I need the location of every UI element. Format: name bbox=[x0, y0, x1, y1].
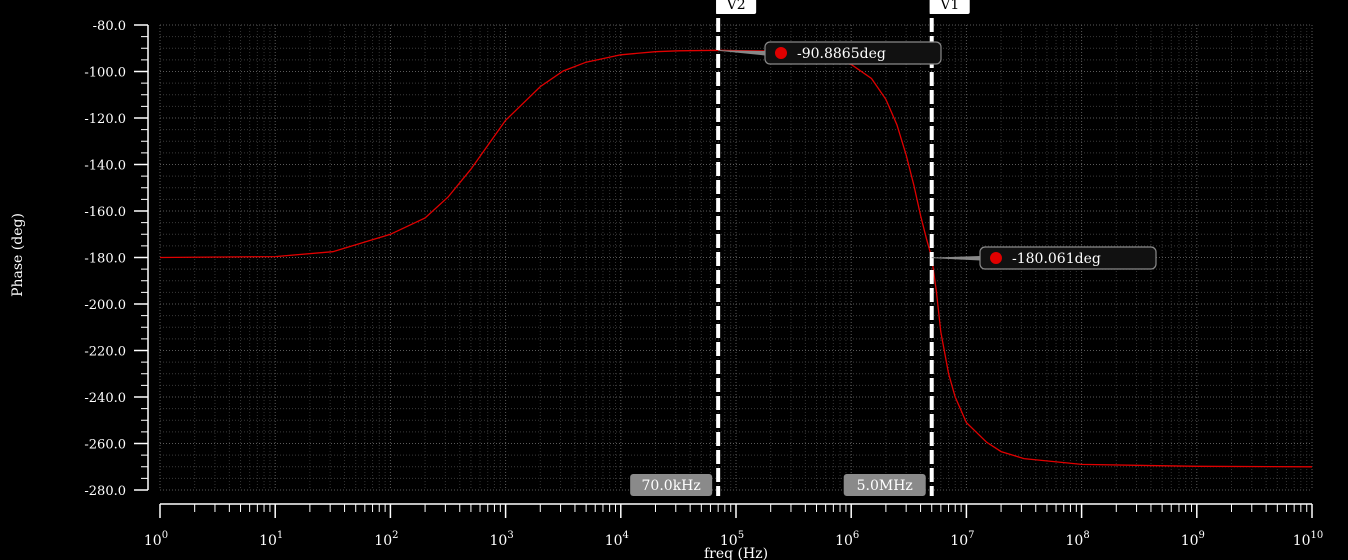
y-tick-label: -100.0 bbox=[84, 66, 126, 81]
y-tick-label: -140.0 bbox=[84, 159, 126, 174]
x-tick-label: 102 bbox=[374, 530, 398, 549]
cursor-value-box-v2 bbox=[630, 474, 713, 496]
cursor-tag-v1[interactable] bbox=[929, 0, 970, 14]
x-tick-label: 107 bbox=[950, 530, 974, 549]
cursor-value-v2: 70.0kHz bbox=[642, 478, 701, 494]
marker-label-box[interactable] bbox=[764, 41, 942, 65]
y-tick-label: -260.0 bbox=[84, 438, 126, 453]
x-tick-label: 105 bbox=[720, 530, 744, 549]
cursor-tag-v2[interactable] bbox=[716, 0, 757, 14]
x-tick-label: 109 bbox=[1181, 530, 1205, 549]
y-tick-label: -160.0 bbox=[84, 205, 126, 220]
x-tick-label: 100 bbox=[144, 530, 168, 549]
x-axis-label: freq (Hz) bbox=[704, 546, 768, 560]
y-tick-label: -220.0 bbox=[84, 345, 126, 360]
marker-label-box[interactable] bbox=[979, 246, 1157, 270]
y-tick-label: -200.0 bbox=[84, 298, 126, 313]
cursor-name-v1: V1 bbox=[939, 0, 959, 13]
cursor-name-v2: V2 bbox=[726, 0, 746, 13]
marker-dot bbox=[990, 252, 1002, 264]
cursor-value-v1: 5.0MHz bbox=[857, 478, 913, 494]
x-tick-label: 103 bbox=[489, 530, 513, 549]
y-tick-label: -80.0 bbox=[93, 19, 126, 34]
cursor-layer[interactable]: V2 70.0kHz V1 5.0MHz bbox=[630, 0, 970, 496]
marker-value: -90.8865deg bbox=[797, 46, 886, 62]
cursor-value-box-v1 bbox=[843, 474, 926, 496]
marker-dot bbox=[775, 47, 787, 59]
x-tick-label: 1010 bbox=[1293, 530, 1324, 549]
x-tick-label: 101 bbox=[259, 530, 283, 549]
x-tick-labels: 100 101 102 103 104 105 106 107 108 109 1010 bbox=[144, 530, 1323, 549]
axes bbox=[134, 24, 1313, 518]
y-tick-label: -240.0 bbox=[84, 391, 126, 406]
y-tick-labels: -80.0 -100.0 -120.0 -140.0 -160.0 -180.0 -200.… bbox=[84, 19, 126, 499]
y-axis-label: Phase (deg) bbox=[10, 213, 26, 297]
x-tick-label: 108 bbox=[1065, 530, 1089, 549]
y-tick-label: -120.0 bbox=[84, 112, 126, 127]
x-tick-label: 106 bbox=[835, 530, 859, 549]
y-tick-label: -180.0 bbox=[84, 252, 126, 267]
x-tick-label: 104 bbox=[605, 530, 629, 549]
marker-value: -180.061deg bbox=[1012, 251, 1101, 267]
y-tick-label: -280.0 bbox=[84, 484, 126, 499]
marker-layer[interactable]: -90.8865deg -180.061deg bbox=[718, 41, 1157, 270]
